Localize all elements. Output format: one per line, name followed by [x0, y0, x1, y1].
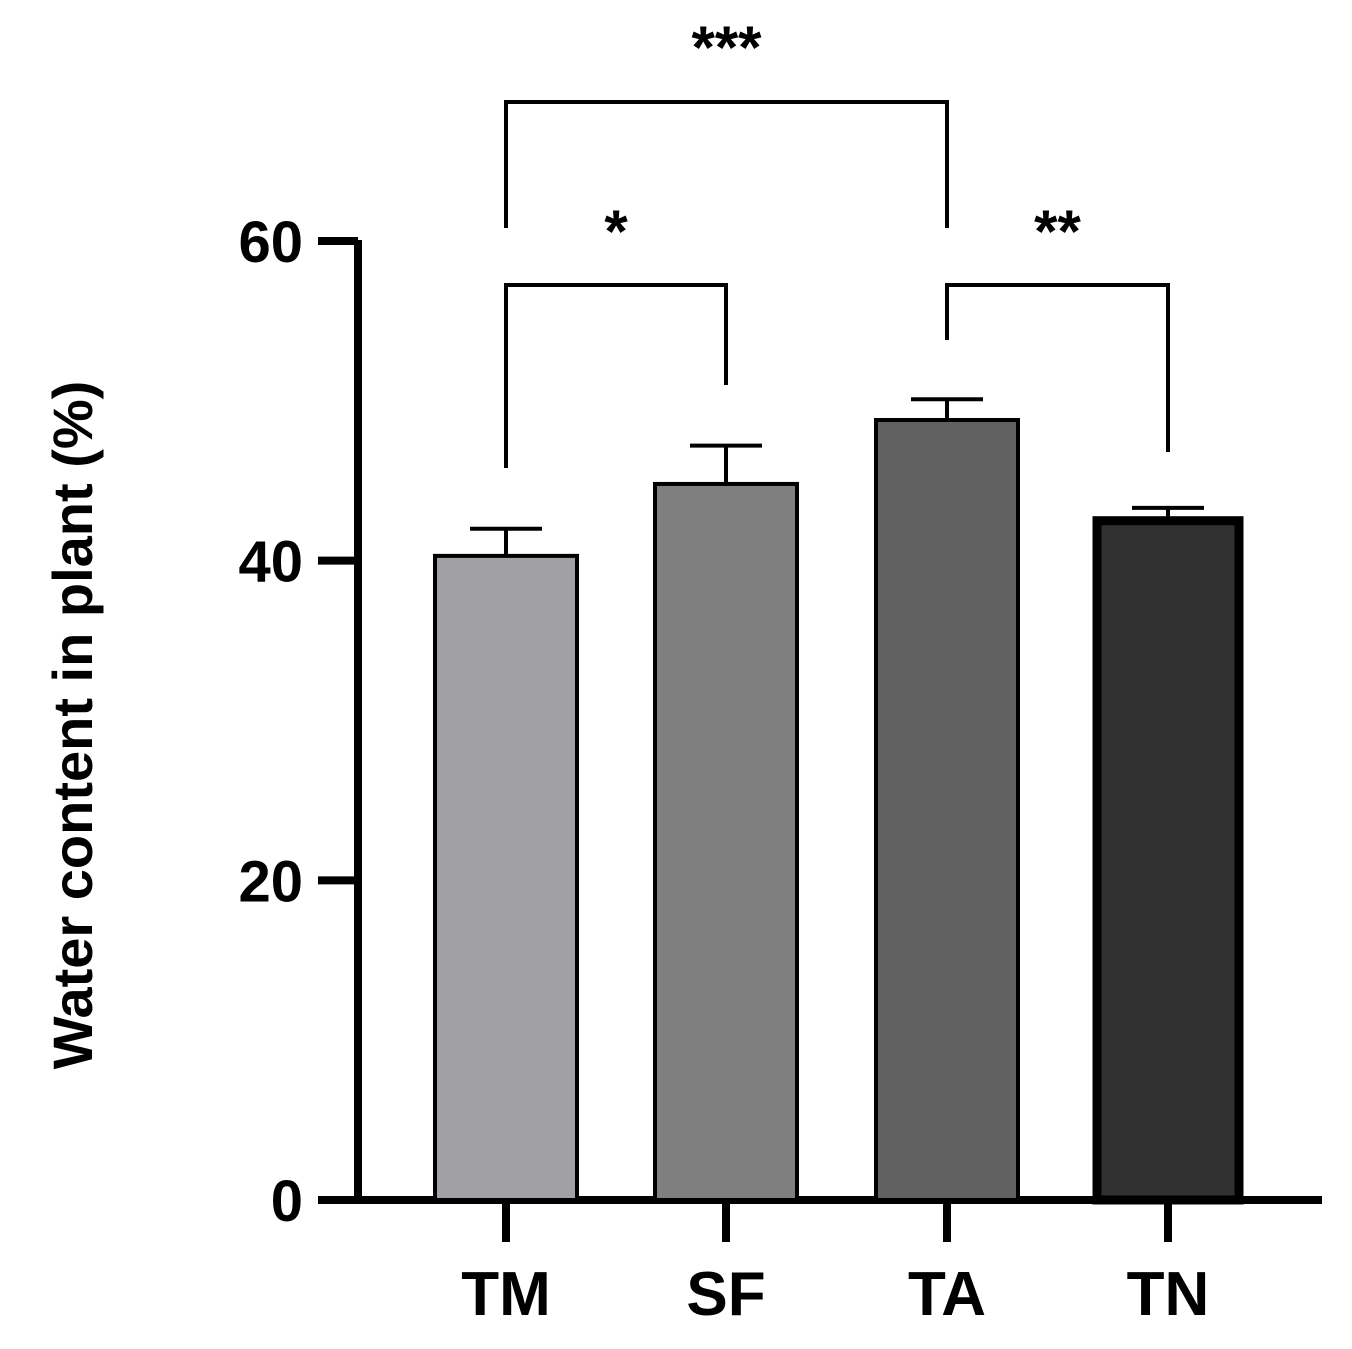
bar-tn: [1092, 516, 1244, 1205]
bar-tm: [433, 553, 579, 1202]
bar-ta: [874, 418, 1020, 1203]
error-bars: [470, 397, 1204, 556]
y-tick-label-40: 40: [238, 530, 303, 595]
x-tick-label-sf: SF: [686, 1260, 765, 1329]
y-axis: 0 20 40 60: [238, 210, 362, 1234]
bar-sf: [653, 481, 799, 1202]
bars: [433, 418, 1244, 1205]
sig-label-tm-sf: *: [604, 198, 628, 265]
sig-bracket-tm-sf: [504, 283, 728, 468]
sig-bracket-ta-tn: [945, 283, 1170, 452]
x-axis: TM SF TA TN: [318, 1196, 1322, 1329]
y-tick-label-0: 0: [271, 1169, 303, 1234]
sig-bracket-tm-ta: [504, 100, 949, 228]
y-axis-title: Water content in plant (%): [41, 381, 104, 1070]
x-tick-label-tm: TM: [461, 1260, 551, 1329]
y-tick-label-60: 60: [238, 210, 303, 275]
sig-label-tm-ta: ***: [691, 14, 762, 81]
significance-brackets: **** **: [504, 14, 1170, 468]
sig-label-ta-tn: **: [1034, 198, 1081, 265]
x-tick-label-ta: TA: [908, 1260, 986, 1329]
y-ticks: 0 20 40 60: [238, 210, 358, 1234]
y-tick-label-20: 20: [238, 849, 303, 914]
x-tick-label-tn: TN: [1127, 1260, 1210, 1329]
x-ticks: TM SF TA TN: [461, 1200, 1209, 1329]
